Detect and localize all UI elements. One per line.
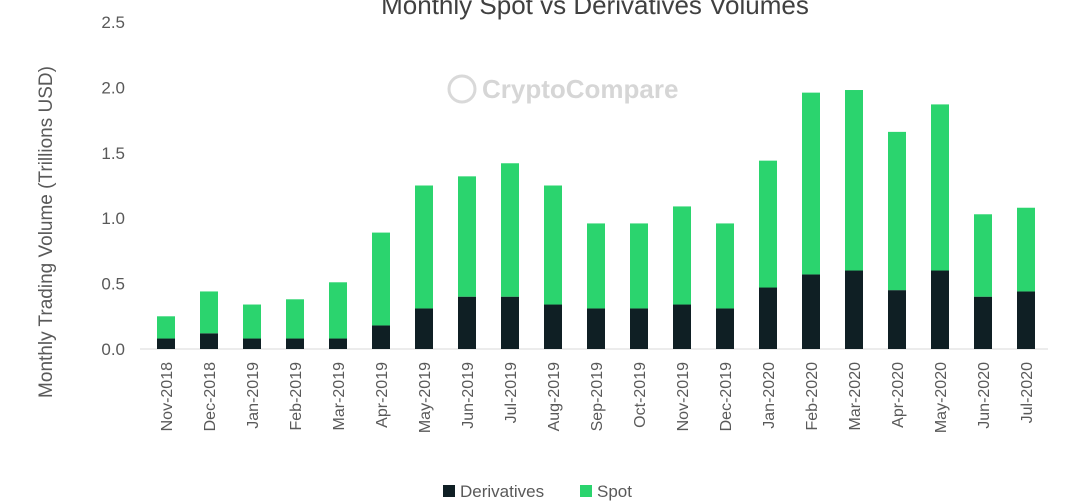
x-tick-label: Mar-2020	[847, 362, 864, 431]
bar-spot-apr-2019	[372, 232, 390, 326]
bar-spot-may-2019	[415, 185, 433, 309]
bar-spot-jul-2020	[1017, 207, 1035, 292]
bar-derivatives-apr-2020	[888, 290, 906, 349]
bar-spot-apr-2020	[888, 131, 906, 291]
bar-derivatives-jan-2020	[759, 287, 777, 349]
y-tick-label: 1.0	[101, 209, 125, 228]
legend: Derivatives Spot	[443, 482, 632, 501]
bar-derivatives-dec-2018	[200, 333, 218, 349]
bar-derivatives-mar-2019	[329, 338, 347, 349]
bar-spot-nov-2019	[673, 206, 691, 305]
bar-derivatives-feb-2020	[802, 274, 820, 349]
bar-derivatives-nov-2018	[157, 338, 175, 349]
y-tick-label: 0.5	[101, 275, 125, 294]
bar-spot-jan-2020	[759, 160, 777, 288]
x-tick-label: Jul-2020	[1019, 362, 1036, 423]
x-tick-label: Oct-2019	[632, 362, 649, 428]
legend-label-derivatives: Derivatives	[460, 482, 544, 501]
bar-derivatives-jan-2019	[243, 338, 261, 349]
watermark-text: CryptoCompare	[482, 74, 678, 104]
bar-spot-jun-2020	[974, 214, 992, 297]
y-tick-label: 2.5	[101, 13, 125, 32]
bar-derivatives-apr-2019	[372, 325, 390, 349]
bar-derivatives-sep-2019	[587, 308, 605, 349]
y-axis-label: Monthly Trading Volume (Trillions USD)	[36, 66, 57, 398]
x-tick-label: Mar-2019	[331, 362, 348, 431]
bar-derivatives-jun-2019	[458, 296, 476, 349]
bar-derivatives-oct-2019	[630, 308, 648, 349]
x-tick-label: Jan-2020	[761, 362, 778, 429]
bar-spot-sep-2019	[587, 223, 605, 309]
x-tick-label: Feb-2020	[804, 362, 821, 431]
bar-derivatives-may-2019	[415, 308, 433, 349]
y-tick-label: 1.5	[101, 144, 125, 163]
x-tick-label: May-2020	[933, 362, 950, 433]
y-tick-label: 2.0	[101, 78, 125, 97]
x-tick-label: Jul-2019	[503, 362, 520, 423]
bar-spot-jul-2019	[501, 163, 519, 297]
bar-derivatives-nov-2019	[673, 304, 691, 349]
x-tick-label: Jun-2020	[976, 362, 993, 429]
x-tick-label: Jan-2019	[245, 362, 262, 429]
bar-spot-oct-2019	[630, 223, 648, 309]
x-tick-label: Apr-2019	[374, 362, 391, 428]
bar-spot-mar-2020	[845, 90, 863, 271]
legend-swatch-derivatives	[443, 485, 455, 497]
bar-spot-mar-2019	[329, 282, 347, 339]
bar-spot-jan-2019	[243, 304, 261, 339]
bar-derivatives-feb-2019	[286, 338, 304, 349]
x-tick-label: Feb-2019	[288, 362, 305, 431]
legend-label-spot: Spot	[597, 482, 632, 501]
bar-derivatives-aug-2019	[544, 304, 562, 349]
x-tick-label: Nov-2019	[675, 362, 692, 431]
bar-derivatives-jul-2020	[1017, 291, 1035, 349]
bar-derivatives-dec-2019	[716, 308, 734, 349]
chart-title: Monthly Spot vs Derivatives Volumes	[381, 0, 809, 20]
x-tick-label: May-2019	[417, 362, 434, 433]
bar-derivatives-mar-2020	[845, 270, 863, 349]
x-tick-label: Dec-2018	[202, 362, 219, 431]
bar-spot-may-2020	[931, 104, 949, 271]
x-tick-label: Apr-2020	[890, 362, 907, 428]
bar-spot-aug-2019	[544, 185, 562, 305]
x-tick-label: Aug-2019	[546, 362, 563, 431]
y-tick-label: 0.0	[101, 340, 125, 359]
bar-spot-nov-2018	[157, 316, 175, 339]
x-tick-label: Dec-2019	[718, 362, 735, 431]
x-tick-label: Nov-2018	[159, 362, 176, 431]
bar-spot-dec-2019	[716, 223, 734, 309]
x-tick-label: Jun-2019	[460, 362, 477, 429]
x-tick-label: Sep-2019	[589, 362, 606, 431]
bar-derivatives-jul-2019	[501, 296, 519, 349]
watermark: CryptoCompare	[447, 74, 678, 104]
bar-spot-jun-2019	[458, 176, 476, 297]
legend-swatch-spot	[580, 485, 592, 497]
bar-spot-dec-2018	[200, 291, 218, 334]
bar-derivatives-may-2020	[931, 270, 949, 349]
bar-derivatives-jun-2020	[974, 296, 992, 349]
bar-spot-feb-2019	[286, 299, 304, 339]
bar-spot-feb-2020	[802, 92, 820, 275]
